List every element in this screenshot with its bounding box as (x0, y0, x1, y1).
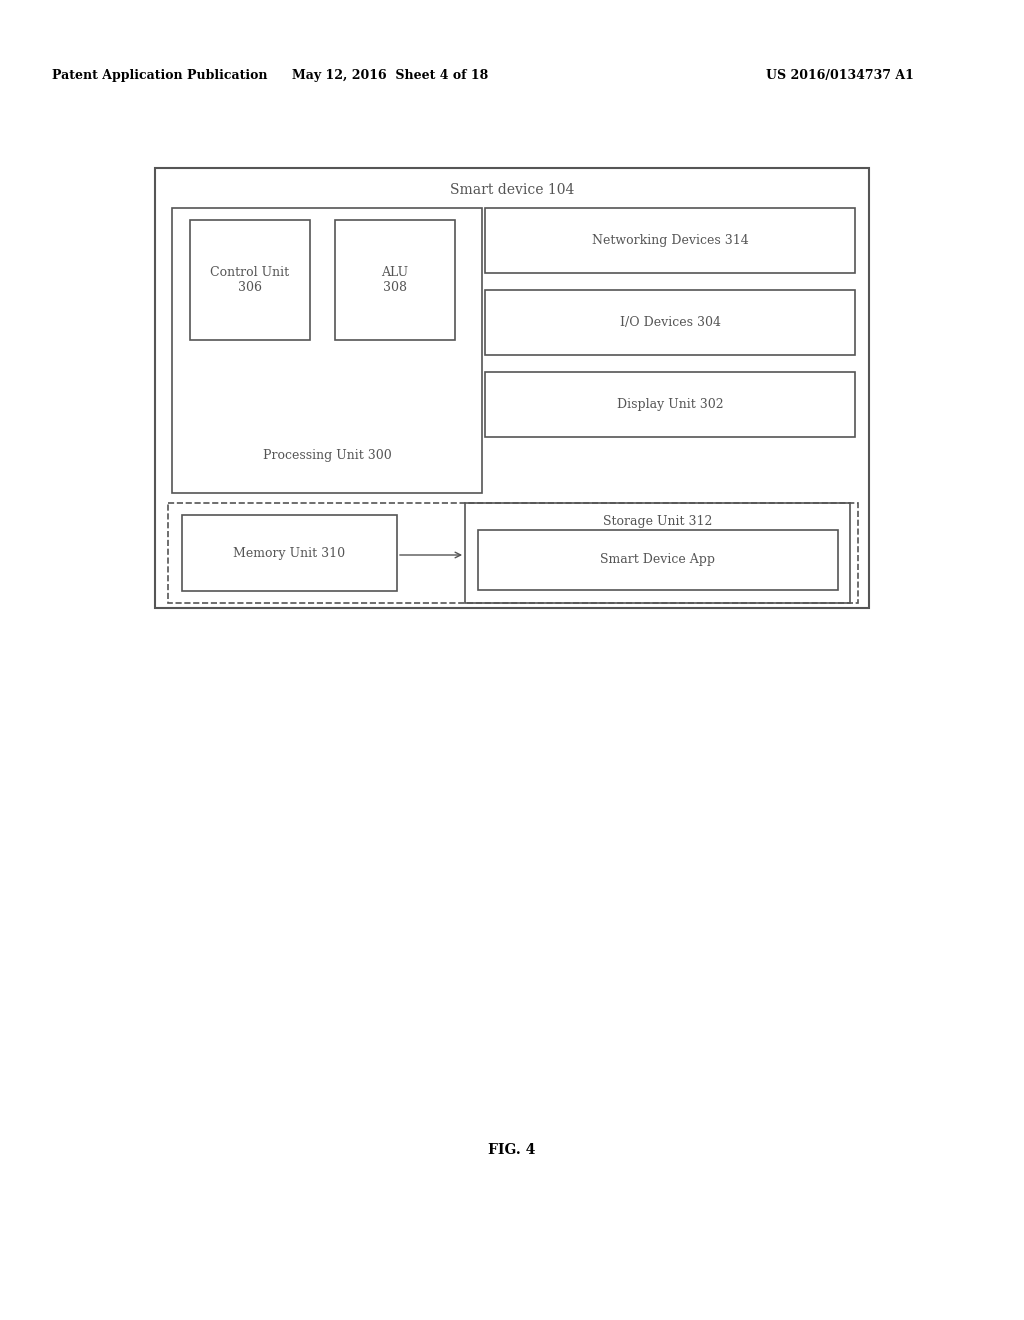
Bar (155, 168, 869, 609)
Text: US 2016/0134737 A1: US 2016/0134737 A1 (766, 69, 914, 82)
Bar (190, 220, 310, 341)
Bar (182, 515, 397, 591)
Bar (485, 290, 855, 355)
Text: ALU
308: ALU 308 (381, 267, 409, 294)
Text: I/O Devices 304: I/O Devices 304 (620, 315, 721, 329)
Bar (478, 531, 838, 590)
Text: Display Unit 302: Display Unit 302 (616, 399, 723, 411)
Bar (172, 209, 482, 492)
Bar (465, 503, 850, 603)
Text: Smart device 104: Smart device 104 (450, 183, 574, 197)
Bar (485, 209, 855, 273)
Text: Networking Devices 314: Networking Devices 314 (592, 234, 749, 247)
Bar (335, 220, 455, 341)
Text: May 12, 2016  Sheet 4 of 18: May 12, 2016 Sheet 4 of 18 (292, 69, 488, 82)
Text: Smart Device App: Smart Device App (600, 553, 716, 566)
Text: Storage Unit 312: Storage Unit 312 (603, 515, 712, 528)
Bar (168, 503, 858, 603)
Text: Patent Application Publication: Patent Application Publication (52, 69, 267, 82)
Text: Control Unit
306: Control Unit 306 (211, 267, 290, 294)
Text: Processing Unit 300: Processing Unit 300 (262, 449, 391, 462)
Text: Memory Unit 310: Memory Unit 310 (233, 546, 345, 560)
Text: FIG. 4: FIG. 4 (488, 1143, 536, 1158)
Bar (485, 372, 855, 437)
